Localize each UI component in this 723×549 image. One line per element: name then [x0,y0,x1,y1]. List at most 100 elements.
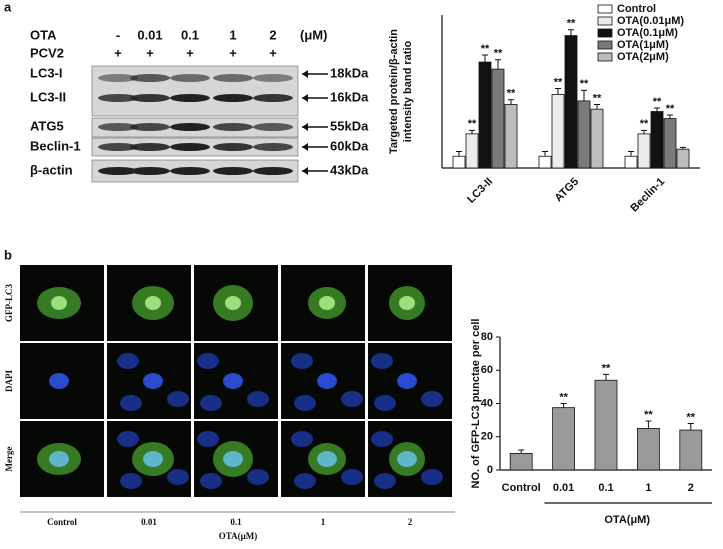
nucleus [223,451,243,467]
nucleus [49,451,69,467]
nucleus [117,431,139,447]
dose-label: 0.1 [181,27,199,42]
error-bar [594,103,600,110]
column-label: Control [47,517,77,527]
panel-label: a [4,0,12,14]
significance-label: ** [687,411,696,423]
bar [551,94,565,169]
legend-swatch [597,40,613,50]
error-bar [518,449,525,454]
blot-band [213,167,253,175]
panel-label: b [4,247,12,262]
nucleus [317,373,337,389]
nucleus [247,469,269,485]
band-arrowhead [302,70,308,78]
blot-band [130,123,170,131]
x-tick-label: 0.01 [553,482,574,494]
significance-label: ** [468,118,477,130]
blot-band [253,94,293,102]
significance-label: ** [593,92,602,104]
blot-band [98,167,138,175]
y-axis-title: intensity band ratio [402,40,414,142]
legend-label: OTA(2μM) [617,51,669,63]
blot-band [170,123,210,131]
bar [650,111,664,169]
bar [509,452,533,471]
nucleus [291,431,313,447]
blot-band [253,143,293,151]
nucleus [197,353,219,369]
nucleus [49,373,69,389]
band-size: 43kDa [330,162,369,177]
blot-band [213,123,253,131]
band-label: LC3-II [30,89,66,104]
blot-band [170,74,210,82]
nucleus [167,469,189,485]
band-arrowhead [302,167,308,175]
nucleus [374,395,396,411]
bar [577,100,591,169]
nucleus [294,473,316,489]
error-bar [687,422,694,431]
error-bar [495,59,501,70]
bar [676,148,690,169]
error-bar [628,151,634,157]
band-arrowhead [302,143,308,151]
error-bar [456,151,462,157]
error-bar [555,88,561,95]
significance-label: ** [602,362,611,374]
nucleus [223,373,243,389]
nucleus [247,391,269,407]
significance-label: ** [580,78,589,90]
row-label: DAPI [4,370,14,392]
bar [594,379,618,471]
blot-band [98,143,138,151]
nucleus [167,391,189,407]
nucleus [143,373,163,389]
significance-label: ** [481,43,490,55]
blot-band [170,94,210,102]
nucleus [294,395,316,411]
legend-swatch [597,28,613,38]
error-bar [654,107,660,112]
blot-band [170,167,210,175]
y-tick-label: 0 [487,464,493,476]
error-bar [469,129,475,134]
bar [452,155,466,169]
y-tick-label: 80 [481,331,493,343]
gfp-nucleus [399,296,415,310]
x-tick-label: 1 [645,482,651,494]
error-bar [482,54,488,63]
dose-label: 2 [269,27,276,42]
blot-band [253,74,293,82]
gfp-nucleus [145,296,161,310]
virus-sign: + [269,45,277,60]
bar [637,428,660,471]
significance-label: ** [666,103,675,115]
column-label: 0.01 [141,517,157,527]
bar [552,407,575,471]
error-bar [641,129,647,134]
x-tick-label: Control [502,482,541,494]
band-size: 18kDa [330,65,369,80]
bar [590,108,604,169]
blot-band [213,94,253,102]
significance-label: ** [507,88,516,100]
virus-sign: + [114,45,122,60]
bar [478,61,492,169]
legend-swatch [597,4,613,14]
band-label: LC3-I [30,65,63,80]
y-axis-title: Targeted protein/β-actin [388,29,400,154]
band-arrowhead [302,94,308,102]
error-bar [542,151,548,157]
row-label: Merge [4,447,14,472]
legend-label: OTA(1μM) [617,39,669,51]
virus-sign: + [146,45,154,60]
significance-label: ** [567,18,576,30]
blot-band [98,123,138,131]
bar [465,133,479,169]
significance-label: ** [644,409,653,421]
band-label: ATG5 [30,118,64,133]
band-arrowhead [302,123,308,131]
